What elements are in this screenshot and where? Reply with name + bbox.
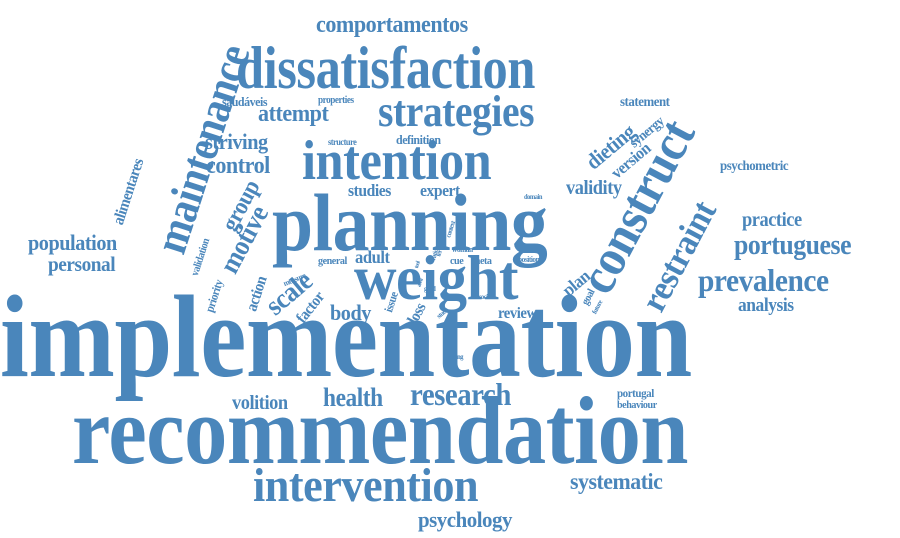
word-intention: intention (302, 130, 492, 192)
word-research: research (410, 376, 511, 412)
word-general: general (318, 255, 347, 267)
word-domain: domain (524, 193, 542, 201)
word-volition: volition (232, 392, 288, 414)
word-comportamentos: comportamentos (316, 12, 468, 38)
word-intervention: intervention (253, 459, 479, 512)
word-position: position (518, 255, 540, 264)
word-recommendation: recommendation (72, 377, 689, 484)
word-studies: studies (348, 181, 391, 200)
word-saudaveis: saudáveis (222, 94, 268, 109)
word-social: social (479, 293, 492, 301)
word-psychometric: psychometric (720, 159, 789, 174)
word-cue: cue (450, 255, 464, 267)
word-practice: practice (742, 209, 802, 231)
word-testing: testing (448, 353, 464, 361)
word-psychology: psychology (418, 507, 512, 532)
word-population: population (28, 230, 117, 255)
word-control: control (206, 153, 270, 179)
word-structure: structure (328, 137, 357, 147)
word-adult: adult (355, 247, 390, 267)
word-body: body (330, 300, 371, 325)
word-properties: properties (318, 95, 354, 106)
word-expert: expert (420, 181, 460, 200)
word-prevalence: prevalence (698, 262, 829, 298)
word-planning: planning (272, 177, 548, 268)
word-validity: validity (566, 177, 622, 199)
word-striving: striving (205, 129, 268, 154)
word-statement: statement (620, 95, 670, 110)
word-behaviour: behaviour (617, 399, 657, 411)
word-health: health (323, 383, 383, 412)
word-implementation: implementation (0, 271, 692, 402)
word-portugal: portugal (617, 386, 654, 400)
word-portuguese: portuguese (734, 230, 852, 261)
word-systematic: systematic (570, 469, 663, 494)
word-review: review (498, 305, 537, 322)
word-weight: weight (354, 242, 519, 313)
word-analysis: analysis (738, 295, 794, 316)
word-attempt: attempt (258, 101, 329, 127)
word-woman: woman (452, 245, 473, 254)
word-meta: meta (472, 255, 492, 267)
word-personal: personal (48, 252, 116, 276)
word-good: good (424, 285, 436, 293)
word-strategies: strategies (378, 87, 535, 136)
word-definition: definition (396, 132, 441, 147)
word-alimentares: alimentares (109, 156, 148, 227)
word-dissatisfaction: dissatisfaction (236, 35, 535, 101)
